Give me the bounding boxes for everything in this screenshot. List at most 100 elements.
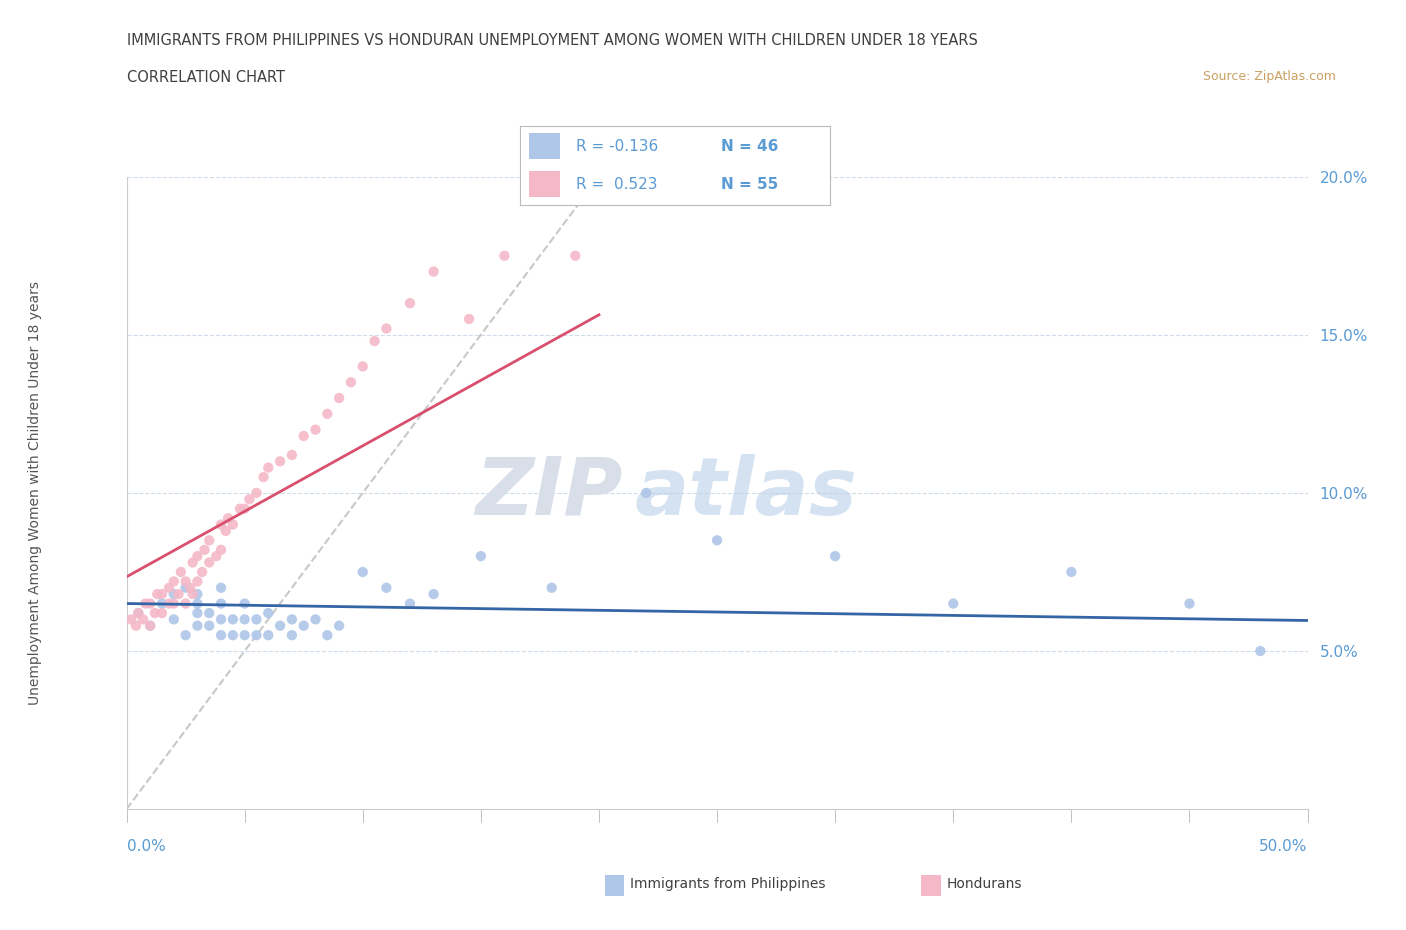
Point: [186, 605, 208, 620]
Point: [179, 580, 201, 595]
FancyBboxPatch shape: [530, 134, 561, 159]
Point: [238, 492, 260, 507]
Point: [150, 596, 173, 611]
Point: [824, 549, 846, 564]
Point: [193, 542, 215, 557]
Point: [304, 612, 326, 627]
Point: [150, 587, 173, 602]
Point: [304, 422, 326, 437]
Point: [328, 391, 350, 405]
Point: [191, 565, 214, 579]
Point: [233, 612, 256, 627]
Point: [139, 618, 162, 633]
Point: [257, 460, 280, 475]
Point: [215, 524, 238, 538]
Point: [458, 312, 481, 326]
Point: [352, 359, 374, 374]
Point: [399, 296, 422, 311]
Point: [222, 612, 245, 627]
Point: [422, 587, 444, 602]
Text: R =  0.523: R = 0.523: [576, 177, 658, 192]
Point: [222, 628, 245, 643]
Text: CORRELATION CHART: CORRELATION CHART: [127, 70, 284, 85]
Text: atlas: atlas: [634, 454, 858, 532]
Text: 50.0%: 50.0%: [1260, 839, 1308, 854]
Point: [134, 596, 156, 611]
Point: [174, 628, 197, 643]
Point: [399, 596, 422, 611]
Point: [233, 596, 256, 611]
Text: N = 46: N = 46: [721, 139, 779, 153]
Point: [252, 470, 274, 485]
Point: [132, 612, 155, 627]
Point: [340, 375, 363, 390]
Point: [174, 596, 197, 611]
Point: [269, 618, 291, 633]
Point: [281, 447, 304, 462]
Point: [181, 555, 204, 570]
Point: [127, 605, 149, 620]
Point: [292, 429, 315, 444]
Point: [363, 334, 385, 349]
Point: [157, 580, 180, 595]
Point: [422, 264, 444, 279]
Point: [233, 501, 256, 516]
Point: [163, 596, 186, 611]
Point: [375, 580, 398, 595]
Point: [352, 565, 374, 579]
Point: [174, 580, 197, 595]
Point: [269, 454, 291, 469]
Point: [209, 542, 232, 557]
Point: [375, 321, 398, 336]
Point: [942, 596, 965, 611]
Point: [328, 618, 350, 633]
Point: [636, 485, 658, 500]
Point: [292, 618, 315, 633]
Text: N = 55: N = 55: [721, 177, 779, 192]
Point: [139, 596, 162, 611]
Point: [167, 587, 190, 602]
Text: Hondurans: Hondurans: [946, 876, 1022, 891]
Point: [198, 618, 221, 633]
Point: [125, 618, 148, 633]
Point: [564, 248, 586, 263]
Point: [120, 612, 142, 627]
Text: 0.0%: 0.0%: [127, 839, 166, 854]
Point: [127, 605, 149, 620]
Point: [470, 549, 492, 564]
Point: [706, 533, 728, 548]
Point: [139, 618, 162, 633]
Point: [209, 628, 232, 643]
Text: IMMIGRANTS FROM PHILIPPINES VS HONDURAN UNEMPLOYMENT AMONG WOMEN WITH CHILDREN U: IMMIGRANTS FROM PHILIPPINES VS HONDURAN …: [127, 33, 977, 47]
Point: [1178, 596, 1201, 611]
Point: [316, 628, 339, 643]
Point: [281, 628, 304, 643]
Point: [316, 406, 339, 421]
Point: [222, 517, 245, 532]
Point: [163, 612, 186, 627]
Point: [205, 549, 228, 564]
Point: [186, 574, 208, 589]
Point: [257, 605, 280, 620]
Point: [186, 618, 208, 633]
Point: [174, 574, 197, 589]
Point: [157, 596, 180, 611]
Point: [198, 555, 221, 570]
Text: R = -0.136: R = -0.136: [576, 139, 658, 153]
Text: Immigrants from Philippines: Immigrants from Philippines: [630, 876, 825, 891]
Point: [198, 605, 221, 620]
Point: [245, 485, 267, 500]
Text: Source: ZipAtlas.com: Source: ZipAtlas.com: [1202, 70, 1336, 83]
Point: [170, 565, 193, 579]
Point: [186, 549, 208, 564]
Point: [245, 612, 267, 627]
Point: [229, 501, 252, 516]
Point: [1060, 565, 1083, 579]
Point: [245, 628, 267, 643]
Point: [209, 612, 232, 627]
Text: ZIP: ZIP: [475, 454, 623, 532]
Point: [540, 580, 562, 595]
Point: [209, 580, 232, 595]
Point: [143, 605, 166, 620]
Point: [186, 587, 208, 602]
